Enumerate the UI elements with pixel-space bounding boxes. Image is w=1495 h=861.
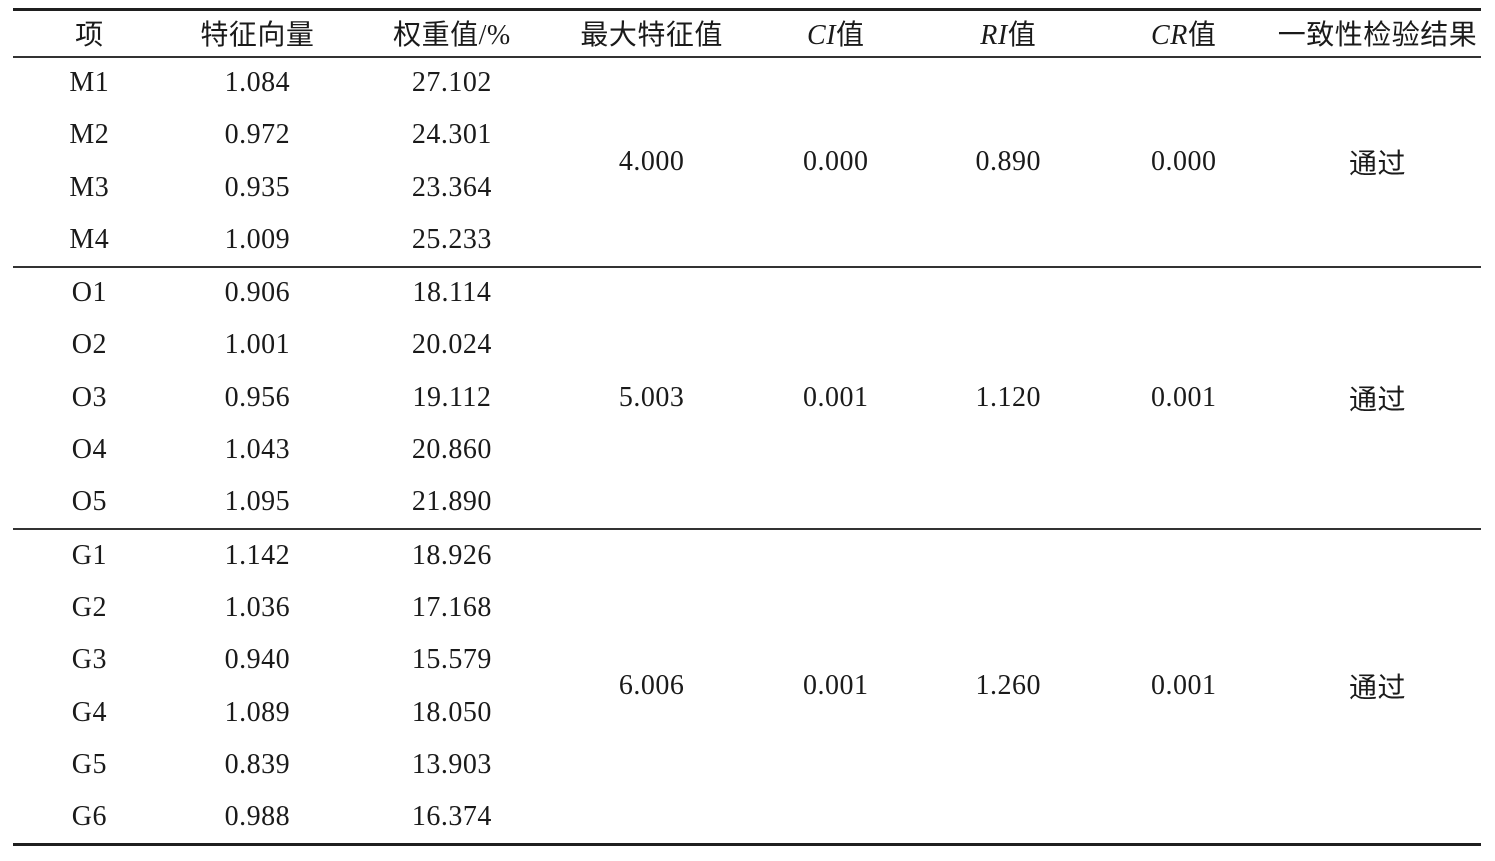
cell-weight: 19.112	[412, 381, 492, 413]
table-row: G5 0.839 13.903	[13, 739, 1481, 792]
cell-item: G2	[71, 591, 107, 623]
cell-eigenvector: 0.935	[224, 171, 291, 203]
cell-weight: 25.233	[411, 223, 492, 255]
cell-max-eigenvalue: 5.003	[618, 381, 685, 413]
cell-weight: 16.374	[411, 801, 492, 832]
col-header-weight: 权重值/%	[393, 20, 511, 52]
table-row: M1 1.084 27.102 4.000 0.000 0.890 0.000 …	[13, 57, 1481, 179]
cell-max-eigenvalue: 4.000	[618, 145, 685, 177]
cell-eigenvector: 1.095	[224, 486, 291, 518]
cell-item: M4	[69, 223, 110, 255]
cell-item: O4	[71, 434, 107, 466]
cell-weight: 27.102	[411, 67, 492, 99]
col-header-eigenvector: 特征向量	[200, 20, 315, 52]
cell-weight: 13.903	[411, 749, 492, 781]
col-header-ri: RI值	[923, 10, 1093, 57]
table-row: G6 0.988 16.374	[13, 792, 1481, 845]
header-row: 项 特征向量 权重值/% 最大特征值 CI值 RI值 CR值 一致性检验结果	[13, 10, 1481, 57]
cell-eigenvector: 1.084	[224, 67, 291, 99]
table-row: M3 0.935 23.364	[13, 162, 1481, 215]
cell-item: O2	[71, 329, 107, 361]
cell-eigenvector: 1.043	[224, 434, 291, 466]
cell-item: O3	[71, 381, 107, 413]
cell-ci: 0.001	[803, 670, 869, 702]
table-row: O2 1.001 20.024	[13, 319, 1481, 372]
cell-item: M2	[69, 119, 110, 151]
col-header-item: 项	[75, 20, 104, 52]
cell-weight: 17.168	[411, 591, 492, 623]
table-row: M2 0.972 24.301	[13, 109, 1481, 162]
col-header-max-eigenvalue: 最大特征值	[580, 20, 723, 52]
cell-item: G4	[71, 696, 107, 728]
ahp-consistency-table: 项 特征向量 权重值/% 最大特征值 CI值 RI值 CR值 一致性检验结果 M…	[13, 8, 1481, 846]
cell-eigenvector: 0.940	[224, 644, 291, 676]
cell-eigenvector: 1.089	[224, 696, 291, 728]
cell-eigenvector: 1.036	[224, 591, 291, 623]
cell-weight: 20.024	[411, 329, 492, 361]
cell-cr: 0.001	[1150, 381, 1217, 413]
cell-ri: 0.890	[975, 145, 1042, 177]
cr-symbol: CR	[1151, 20, 1188, 52]
table-row: G2 1.036 17.168	[13, 582, 1481, 635]
table-row: G4 1.089 18.050	[13, 687, 1481, 740]
cell-weight: 15.579	[411, 644, 492, 676]
cr-suffix: 值	[1187, 20, 1217, 52]
table-row: G3 0.940 15.579	[13, 634, 1481, 687]
cell-item: G6	[71, 801, 107, 832]
table-row: M4 1.009 25.233	[13, 214, 1481, 267]
col-header-result: 一致性检验结果	[1277, 20, 1478, 52]
ci-symbol: CI	[807, 20, 837, 52]
ri-suffix: 值	[1007, 20, 1037, 52]
cell-cr: 0.001	[1150, 670, 1217, 702]
cell-item: G3	[71, 644, 107, 676]
cell-eigenvector: 1.001	[224, 329, 291, 361]
cell-item: M1	[69, 67, 110, 99]
cell-cr: 0.000	[1150, 145, 1217, 177]
cell-eigenvector: 0.839	[224, 749, 291, 781]
cell-weight: 18.050	[411, 696, 492, 728]
cell-ci: 0.000	[803, 145, 869, 177]
cell-weight: 18.114	[412, 277, 492, 309]
ci-suffix: 值	[836, 20, 865, 52]
cell-item: O1	[71, 277, 107, 309]
col-header-cr: CR值	[1093, 10, 1274, 57]
cell-weight: 20.860	[411, 434, 492, 466]
table-row: O4 1.043 20.860	[13, 424, 1481, 477]
cell-result: 通过	[1348, 673, 1406, 705]
cell-weight: 18.926	[411, 539, 492, 571]
table-row: G1 1.142 18.926 6.006 0.001 1.260 0.001 …	[13, 529, 1481, 704]
col-header-ci: CI值	[748, 10, 923, 57]
cell-item: M3	[69, 171, 110, 203]
cell-weight: 23.364	[411, 171, 492, 203]
cell-weight: 24.301	[411, 119, 492, 151]
cell-max-eigenvalue: 6.006	[618, 670, 685, 702]
cell-result: 通过	[1348, 148, 1406, 180]
cell-eigenvector: 1.009	[224, 223, 291, 255]
cell-eigenvector: 0.906	[224, 277, 291, 309]
cell-ci: 0.001	[803, 381, 869, 413]
ri-symbol: RI	[980, 20, 1008, 52]
cell-eigenvector: 0.988	[224, 801, 291, 832]
cell-item: G5	[71, 749, 107, 781]
table-row: O5 1.095 21.890	[13, 477, 1481, 530]
table-row: O1 0.906 18.114 5.003 0.001 1.120 0.001 …	[13, 266, 1481, 416]
cell-eigenvector: 0.972	[224, 119, 291, 151]
cell-item: G1	[71, 539, 107, 571]
cell-eigenvector: 0.956	[224, 381, 291, 413]
cell-ri: 1.260	[975, 670, 1042, 702]
cell-eigenvector: 1.142	[224, 539, 291, 571]
cell-ri: 1.120	[975, 381, 1042, 413]
cell-weight: 21.890	[411, 486, 492, 518]
table-row: O3 0.956 19.112	[13, 372, 1481, 425]
cell-result: 通过	[1348, 384, 1406, 416]
cell-item: O5	[71, 486, 107, 518]
